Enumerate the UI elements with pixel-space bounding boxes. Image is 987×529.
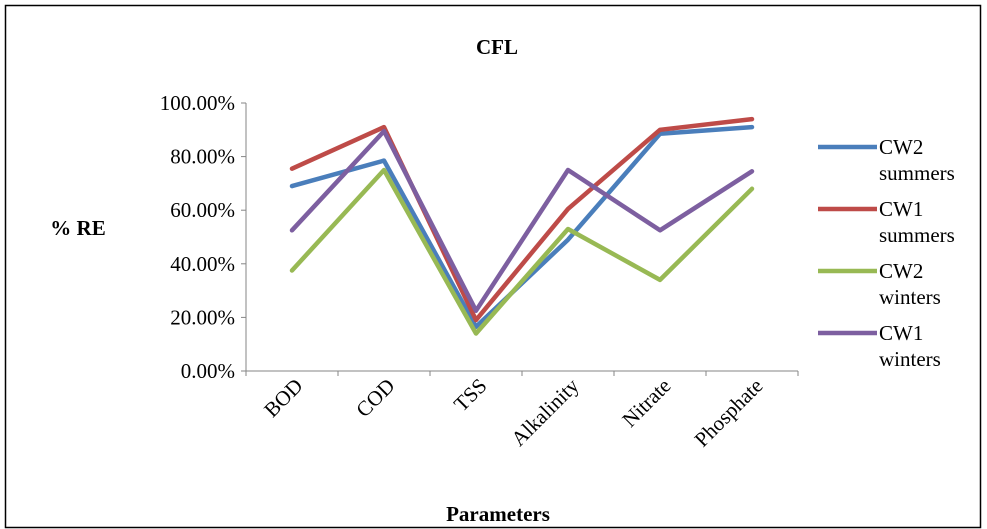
series-line-3 (289, 128, 755, 313)
y-tick-label: 20.00% (170, 305, 235, 329)
y-tick-label: 60.00% (170, 198, 235, 222)
y-axis-title: % RE (50, 216, 105, 240)
series-line-2 (289, 167, 755, 336)
y-tick-label: 40.00% (170, 252, 235, 276)
chart-title: CFL (476, 35, 518, 59)
y-tick-label: 80.00% (170, 145, 235, 169)
chart-border (4, 4, 982, 529)
y-axis-ticks: 0.00% 20.00% 40.00% 60.00% 80.00% 100.00% (160, 91, 246, 383)
legend-label: summers (879, 161, 955, 185)
legend-label: CW2 (879, 135, 923, 159)
x-axis-title: Parameters (446, 502, 550, 526)
legend-label: winters (879, 347, 941, 371)
y-tick-label: 0.00% (181, 359, 235, 383)
series-lines (289, 116, 755, 336)
y-tick-label: 100.00% (160, 91, 235, 115)
legend-label: CW2 (879, 259, 923, 283)
series-line-1 (289, 116, 755, 323)
legend-label: CW1 (879, 197, 923, 221)
legend-label: CW1 (879, 321, 923, 345)
legend-label: summers (879, 223, 955, 247)
legend-label: winters (879, 285, 941, 309)
